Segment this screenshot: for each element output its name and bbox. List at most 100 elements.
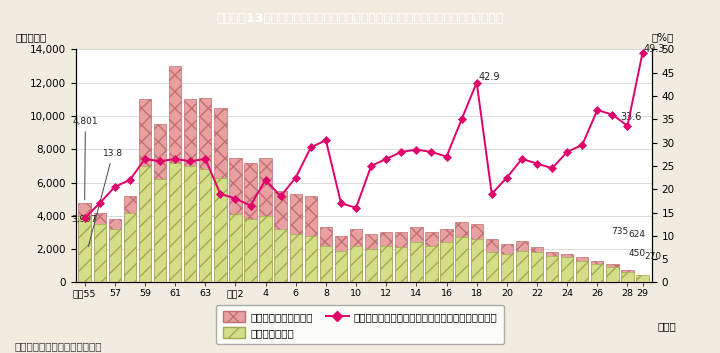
Text: 624: 624 xyxy=(629,231,645,239)
Text: 49.3: 49.3 xyxy=(643,44,665,54)
要保護女子総数に占める未成年者の割合（右目盛） xyxy=(548,166,557,170)
Bar xyxy=(229,157,242,282)
要保護女子総数に占める未成年者の割合（右目盛） xyxy=(246,203,255,208)
要保護女子総数に占める未成年者の割合（右目盛） xyxy=(608,113,617,117)
要保護女子総数に占める未成年者の割合（右目盛） xyxy=(442,155,451,159)
Bar xyxy=(380,246,392,282)
Bar xyxy=(485,239,498,282)
Bar xyxy=(576,261,588,282)
Bar xyxy=(244,163,257,282)
要保護女子総数に占める未成年者の割合（右目盛） xyxy=(307,145,315,149)
要保護女子総数に占める未成年者の割合（右目盛） xyxy=(125,178,134,182)
要保護女子総数に占める未成年者の割合（右目盛） xyxy=(352,206,361,210)
要保護女子総数に占める未成年者の割合（右目盛） xyxy=(216,192,225,196)
要保護女子総数に占める未成年者の割合（右目盛） xyxy=(518,157,526,161)
Bar xyxy=(546,256,558,282)
要保護女子総数に占める未成年者の割合（右目盛） xyxy=(412,148,420,152)
Text: 450: 450 xyxy=(629,249,645,258)
Bar xyxy=(621,270,634,282)
Text: （年）: （年） xyxy=(657,321,676,331)
Bar xyxy=(320,227,332,282)
要保護女子総数に占める未成年者の割合（右目盛） xyxy=(140,157,149,161)
Bar xyxy=(365,234,377,282)
Bar xyxy=(124,196,136,282)
要保護女子総数に占める未成年者の割合（右目盛） xyxy=(276,194,285,198)
要保護女子総数に占める未成年者の割合（右目盛） xyxy=(503,175,511,180)
Bar xyxy=(320,246,332,282)
要保護女子総数に占める未成年者の割合（右目盛） xyxy=(96,201,104,205)
Bar xyxy=(214,108,227,282)
Bar xyxy=(636,275,649,282)
要保護女子総数に占める未成年者の割合（右目盛） xyxy=(322,138,330,142)
Bar xyxy=(621,272,634,282)
Bar xyxy=(470,239,483,282)
Bar xyxy=(516,251,528,282)
要保護女子総数に占める未成年者の割合（右目盛） xyxy=(292,175,300,180)
Bar xyxy=(546,252,558,282)
要保護女子総数に占める未成年者の割合（右目盛） xyxy=(382,157,390,161)
要保護女子総数に占める未成年者の割合（右目盛） xyxy=(457,117,466,121)
Bar xyxy=(395,233,408,282)
Bar xyxy=(606,264,618,282)
Bar xyxy=(169,163,181,282)
Bar xyxy=(259,157,271,282)
Bar xyxy=(365,249,377,282)
Bar xyxy=(94,224,106,282)
Text: 42.9: 42.9 xyxy=(479,72,500,82)
要保護女子総数に占める未成年者の割合（右目盛） xyxy=(533,161,541,166)
Bar xyxy=(139,99,151,282)
Bar xyxy=(531,247,543,282)
Text: Ｉ－７－13図　売春関係事犯検挙件数，要保護女子総数及び未成年者の割合の推移: Ｉ－７－13図 売春関係事犯検挙件数，要保護女子総数及び未成年者の割合の推移 xyxy=(216,12,504,25)
要保護女子総数に占める未成年者の割合（右目盛） xyxy=(366,164,375,168)
Bar xyxy=(199,169,212,282)
Bar xyxy=(154,179,166,282)
Bar xyxy=(229,214,242,282)
Text: 33.6: 33.6 xyxy=(620,112,642,122)
Bar xyxy=(441,229,453,282)
Bar xyxy=(184,99,197,282)
Bar xyxy=(426,233,438,282)
Text: 3,997: 3,997 xyxy=(71,215,96,225)
要保護女子総数に占める未成年者の割合（右目盛） xyxy=(593,108,602,112)
要保護女子総数に占める未成年者の割合（右目盛） xyxy=(231,196,240,201)
Bar xyxy=(109,219,121,282)
Bar xyxy=(456,222,468,282)
Bar xyxy=(154,124,166,282)
Bar xyxy=(305,236,317,282)
Bar xyxy=(606,268,618,282)
要保護女子総数に占める未成年者の割合（右目盛） xyxy=(81,216,89,220)
Bar xyxy=(350,229,362,282)
要保護女子総数に占める未成年者の割合（右目盛） xyxy=(427,150,436,154)
要保護女子総数に占める未成年者の割合（右目盛） xyxy=(487,192,496,196)
Text: （件，人）: （件，人） xyxy=(15,32,46,42)
Bar xyxy=(199,98,212,282)
Bar xyxy=(561,257,573,282)
Bar xyxy=(289,234,302,282)
Bar xyxy=(591,261,603,282)
Text: 270: 270 xyxy=(645,252,662,261)
Bar xyxy=(591,264,603,282)
Bar xyxy=(426,246,438,282)
Bar xyxy=(500,244,513,282)
Text: 13.8: 13.8 xyxy=(89,149,123,246)
Bar xyxy=(576,257,588,282)
Bar xyxy=(561,254,573,282)
Bar xyxy=(636,278,649,282)
Bar xyxy=(335,236,347,282)
Bar xyxy=(78,216,91,282)
Bar xyxy=(350,246,362,282)
Bar xyxy=(289,194,302,282)
Bar xyxy=(109,229,121,282)
Bar xyxy=(470,224,483,282)
Bar xyxy=(335,251,347,282)
Text: （備考）警察庁資料より作成。: （備考）警察庁資料より作成。 xyxy=(14,341,102,351)
Bar xyxy=(410,243,423,282)
Bar xyxy=(380,233,392,282)
Bar xyxy=(214,178,227,282)
Bar xyxy=(94,213,106,282)
Bar xyxy=(274,229,287,282)
Bar xyxy=(410,227,423,282)
要保護女子総数に占める未成年者の割合（右目盛） xyxy=(186,159,194,163)
要保護女子総数に占める未成年者の割合（右目盛） xyxy=(201,157,210,161)
要保護女子総数に占める未成年者の割合（右目盛） xyxy=(623,124,631,128)
